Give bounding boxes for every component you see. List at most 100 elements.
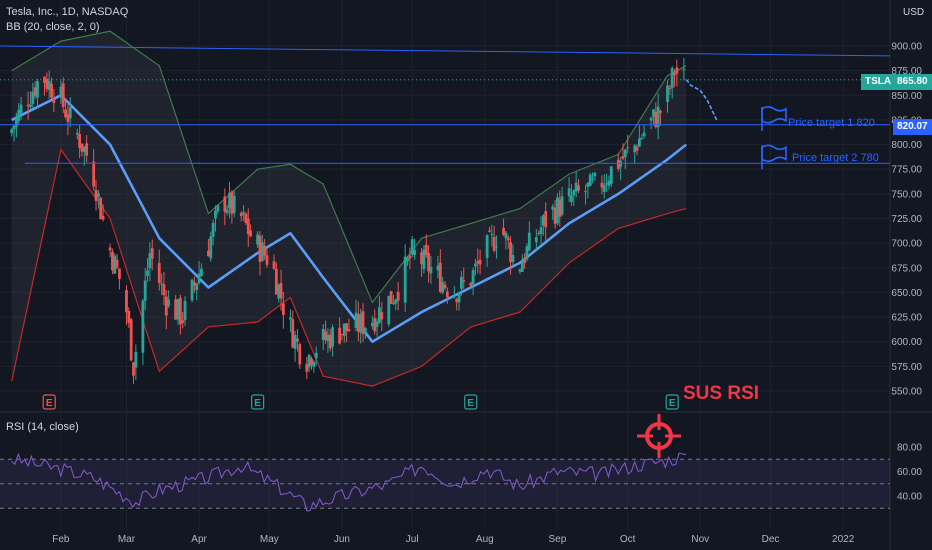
candle-body: [85, 143, 89, 156]
candle-body: [527, 232, 531, 251]
candle-body: [492, 236, 496, 251]
basis-line: [11, 94, 688, 344]
time-label: May: [260, 534, 279, 545]
candle-body: [101, 215, 105, 220]
candle-body: [424, 244, 428, 256]
price-tick-label: 575.00: [891, 362, 922, 373]
candle-body: [609, 166, 613, 185]
candle-body: [673, 72, 676, 76]
candle-body: [298, 344, 302, 365]
candle-body: [537, 232, 541, 234]
candle-body: [99, 197, 103, 220]
candle-body: [157, 262, 161, 283]
price-tick-label: 775.00: [891, 165, 922, 176]
candle-body: [244, 213, 248, 223]
candle-body: [525, 246, 529, 260]
candle-body: [31, 92, 35, 104]
rsi-band-fill: [0, 459, 890, 509]
candle-body: [61, 83, 65, 107]
candle-body: [230, 191, 234, 214]
candle-body: [328, 334, 332, 349]
time-label: Apr: [191, 534, 207, 545]
candle-body: [296, 338, 299, 342]
candle-body: [207, 250, 210, 257]
candle-body: [459, 276, 463, 289]
candle-body: [469, 282, 473, 286]
earnings-marker-letter: E: [46, 398, 53, 409]
candle-body: [279, 282, 283, 299]
candle-body: [544, 211, 548, 228]
candle-body: [167, 299, 171, 306]
candlesticks: [10, 58, 718, 384]
candle-body: [291, 319, 295, 348]
candle-body: [26, 104, 30, 107]
horizontal-lines[interactable]: [0, 45, 891, 170]
price-tick-label: 625.00: [891, 313, 922, 324]
candle-body: [649, 117, 653, 121]
bb-indicator-label[interactable]: BB (20, close, 2, 0): [6, 21, 100, 33]
candle-body: [640, 137, 644, 139]
candle-body: [635, 146, 639, 151]
candle-body: [12, 125, 16, 130]
candle-body: [534, 237, 538, 243]
candle-body: [427, 253, 431, 272]
symbol-title[interactable]: Tesla, Inc., 1D, NASDAQ: [6, 6, 129, 18]
price-tick-label: 550.00: [891, 387, 922, 398]
candle-body: [518, 269, 522, 272]
annotations[interactable]: [637, 414, 681, 458]
candle-body: [162, 284, 166, 296]
candle-body: [443, 284, 447, 289]
time-label: Mar: [118, 534, 136, 545]
candle-body: [462, 280, 466, 282]
candle-body: [642, 132, 646, 137]
candle-body: [150, 248, 154, 259]
rsi-indicator-label[interactable]: RSI (14, close): [6, 421, 79, 433]
sus-rsi-annotation[interactable]: SUS RSI: [683, 383, 760, 404]
target2-label[interactable]: Price target 2 780: [792, 152, 879, 164]
candle-body: [192, 282, 196, 286]
candle-body: [476, 261, 480, 264]
candle-body: [441, 282, 445, 293]
target1-label[interactable]: Price target 1 820: [788, 117, 875, 129]
projection-path: [685, 79, 718, 121]
earnings-marker-letter: E: [467, 398, 474, 409]
candle-body: [340, 333, 344, 335]
time-label: Dec: [762, 534, 780, 545]
candle-body: [359, 314, 363, 333]
candle-body: [520, 262, 524, 272]
candle-body: [471, 270, 475, 285]
time-label: Oct: [620, 534, 636, 545]
candle-body: [132, 362, 135, 376]
candle-body: [558, 199, 562, 217]
candle-body: [602, 184, 606, 192]
candle-body: [260, 242, 264, 261]
candle-body: [148, 253, 152, 269]
candle-body: [591, 178, 594, 180]
ticker-badge: TSLA: [861, 74, 896, 90]
candle-body: [506, 237, 510, 241]
price-tick-label: 875.00: [891, 66, 922, 77]
candle-body: [588, 174, 592, 186]
candle-body: [574, 182, 578, 192]
price-tick-label: 900.00: [891, 42, 922, 53]
candle-body: [584, 191, 587, 193]
rsi-pane[interactable]: [0, 452, 890, 512]
candle-body: [312, 361, 316, 368]
candle-body: [326, 334, 330, 341]
candle-body: [375, 321, 379, 327]
candle-body: [50, 83, 53, 98]
candle-body: [523, 257, 527, 264]
rsi-tick-label: 60.00: [897, 467, 922, 478]
time-label: Nov: [691, 534, 709, 545]
candle-body: [553, 208, 557, 224]
candle-body: [567, 188, 571, 197]
candle-body: [92, 161, 96, 187]
candle-body: [197, 273, 201, 284]
candle-body: [307, 354, 311, 368]
candle-body: [541, 215, 545, 226]
candle-body: [406, 258, 409, 262]
upper-band-line: [11, 30, 687, 304]
